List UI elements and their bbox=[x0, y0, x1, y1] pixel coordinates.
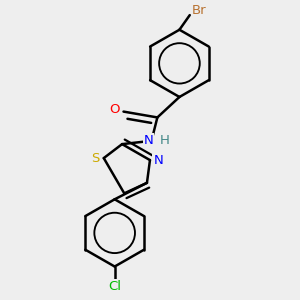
Text: S: S bbox=[91, 152, 100, 165]
Text: Cl: Cl bbox=[108, 280, 121, 293]
Text: H: H bbox=[160, 134, 170, 147]
Text: N: N bbox=[144, 134, 153, 147]
Text: Br: Br bbox=[192, 4, 206, 17]
Text: N: N bbox=[153, 154, 163, 166]
Text: O: O bbox=[110, 103, 120, 116]
